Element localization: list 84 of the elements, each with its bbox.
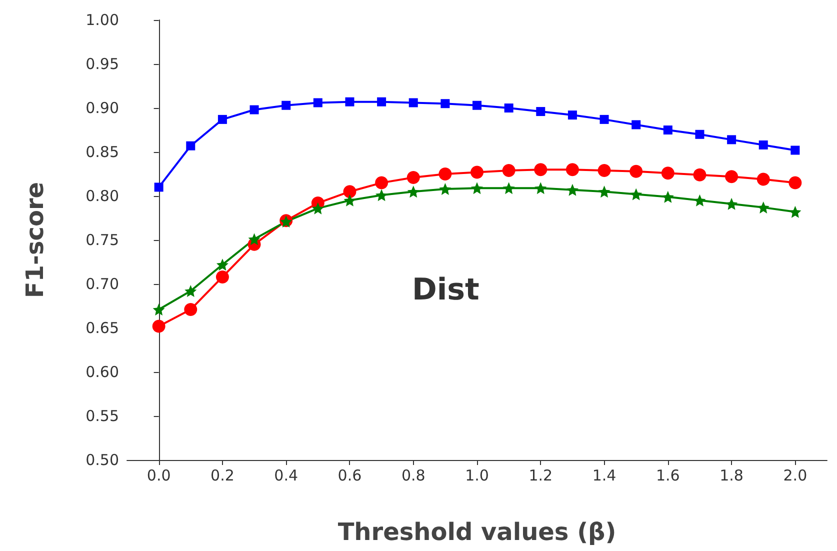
x-tick-label: 0.8 [401,466,426,484]
point [376,189,388,202]
point [661,166,674,180]
point [502,164,516,177]
point [471,182,483,194]
x-tick-label: 0.0 [146,466,171,484]
point [152,320,166,333]
point [566,184,578,196]
point [313,98,322,108]
point [345,97,354,106]
x-axis-title: Threshold values (β) [338,518,616,546]
point [184,303,198,316]
y-tick-label: 1.00 [86,11,119,29]
point [248,233,260,246]
y-tick-label: 0.90 [86,99,119,117]
point [600,114,609,124]
point [662,190,674,203]
point [344,194,356,206]
y-tick-label: 0.55 [86,407,119,425]
point [534,163,548,176]
point [504,104,514,112]
point [438,168,452,180]
x-tick-label: 0.6 [338,466,362,484]
point [216,258,228,271]
point [502,182,515,194]
point [790,146,800,155]
annotation: Dist [412,272,480,308]
point [282,100,291,110]
point [726,198,738,210]
y-tick-label: 0.60 [86,363,119,381]
x-tick-label: 0.4 [274,466,298,484]
point [250,105,259,114]
point [568,110,577,120]
point [534,182,547,194]
point [407,186,420,198]
x-tick-label: 1.0 [465,466,489,484]
point [216,270,229,284]
point [663,126,672,134]
point [630,164,643,178]
point [695,130,704,139]
point [408,98,418,108]
point [756,172,770,186]
point [312,202,324,214]
point [536,107,546,116]
point [343,185,356,198]
x-tick-label: 2.0 [783,466,808,484]
y-tick-label: 0.75 [86,231,119,249]
y-tick-label: 0.85 [86,143,119,161]
point [757,201,770,214]
y-tick-label: 0.70 [86,275,119,293]
y-tick-label: 0.65 [86,319,119,337]
x-tick-label: 0.2 [210,466,234,484]
point [472,100,482,110]
point [440,99,450,108]
point [727,135,736,144]
point [152,304,165,316]
y-tick-label: 0.95 [86,55,119,73]
x-tick-label: 1.6 [656,466,680,484]
point [789,206,802,218]
point [630,188,642,200]
point [406,171,420,184]
point [439,182,452,195]
point [598,164,611,177]
point [186,141,196,150]
y-tick-label: 0.50 [86,451,119,469]
x-tick-label: 1.8 [720,466,744,484]
y-tick-label: 0.80 [86,187,119,205]
point [184,285,197,298]
x-tick-label: 1.2 [528,466,553,484]
point [725,170,738,184]
point [598,186,610,198]
point [470,166,484,179]
point [566,163,579,176]
point [632,120,641,130]
point [694,194,706,206]
point [154,182,164,192]
x-tick-label: 1.4 [592,466,616,484]
point [693,168,706,182]
point [375,176,388,190]
point [788,176,802,190]
point [758,140,768,150]
point [218,114,227,124]
point [377,97,386,106]
y-axis-title: F1-score [21,182,49,298]
